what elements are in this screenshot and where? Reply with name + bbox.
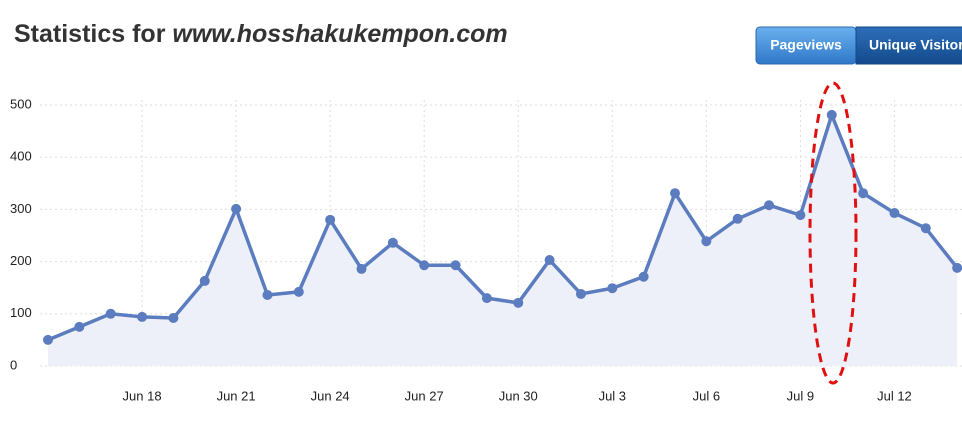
point bbox=[575, 288, 586, 299]
x-tick-label: Jul 9 bbox=[787, 388, 814, 403]
y-tick-label: 0 bbox=[10, 357, 17, 372]
y-tick-label: 500 bbox=[10, 96, 32, 111]
x-tick-label: Jun 24 bbox=[311, 388, 350, 403]
point bbox=[387, 237, 398, 248]
point bbox=[293, 286, 304, 297]
y-tick-label: 200 bbox=[10, 253, 32, 268]
point bbox=[513, 297, 524, 308]
point bbox=[325, 214, 336, 225]
x-tick-label: Jun 21 bbox=[217, 388, 256, 403]
point bbox=[43, 334, 53, 345]
x-tick-label: Jul 12 bbox=[877, 388, 912, 403]
title-text: Statistics for bbox=[14, 20, 166, 48]
point bbox=[262, 290, 273, 301]
point bbox=[638, 271, 649, 282]
site-name: www.hosshakukempon.com bbox=[172, 20, 507, 48]
point bbox=[544, 255, 555, 266]
point bbox=[889, 208, 900, 219]
point bbox=[74, 321, 85, 332]
highlight-ellipse bbox=[808, 81, 858, 385]
area bbox=[48, 114, 958, 366]
x-tick-label: Jun 30 bbox=[499, 388, 538, 403]
line bbox=[47, 113, 959, 342]
point bbox=[481, 293, 492, 304]
point bbox=[168, 312, 179, 323]
x-tick-label: Jul 3 bbox=[599, 388, 626, 403]
y-tick-label: 400 bbox=[10, 149, 32, 164]
point bbox=[419, 260, 430, 271]
point bbox=[826, 109, 837, 120]
point bbox=[231, 203, 242, 214]
chart-title: Statistics for www.hosshakukempon.com bbox=[14, 20, 508, 48]
point bbox=[199, 275, 210, 286]
y-tick-label: 300 bbox=[10, 201, 32, 216]
unique-visitors-button[interactable] bbox=[855, 26, 962, 65]
point bbox=[858, 188, 869, 199]
y-tick-label: 100 bbox=[10, 305, 32, 320]
point bbox=[795, 210, 806, 221]
x-tick-label: Jun 18 bbox=[123, 388, 162, 403]
x-tick-label: Jun 27 bbox=[405, 388, 444, 403]
point bbox=[450, 260, 461, 271]
point bbox=[670, 188, 680, 199]
x-tick-label: Jul 6 bbox=[693, 388, 720, 403]
point bbox=[764, 200, 775, 211]
point bbox=[952, 262, 962, 273]
button-label[interactable]: Pageviews bbox=[770, 37, 842, 53]
point bbox=[920, 223, 931, 234]
point bbox=[701, 236, 712, 247]
point bbox=[356, 263, 367, 274]
point bbox=[105, 308, 116, 319]
point bbox=[137, 311, 148, 322]
button-label[interactable]: Unique Visitors bbox=[869, 37, 962, 53]
point bbox=[732, 213, 743, 224]
point bbox=[607, 283, 618, 294]
